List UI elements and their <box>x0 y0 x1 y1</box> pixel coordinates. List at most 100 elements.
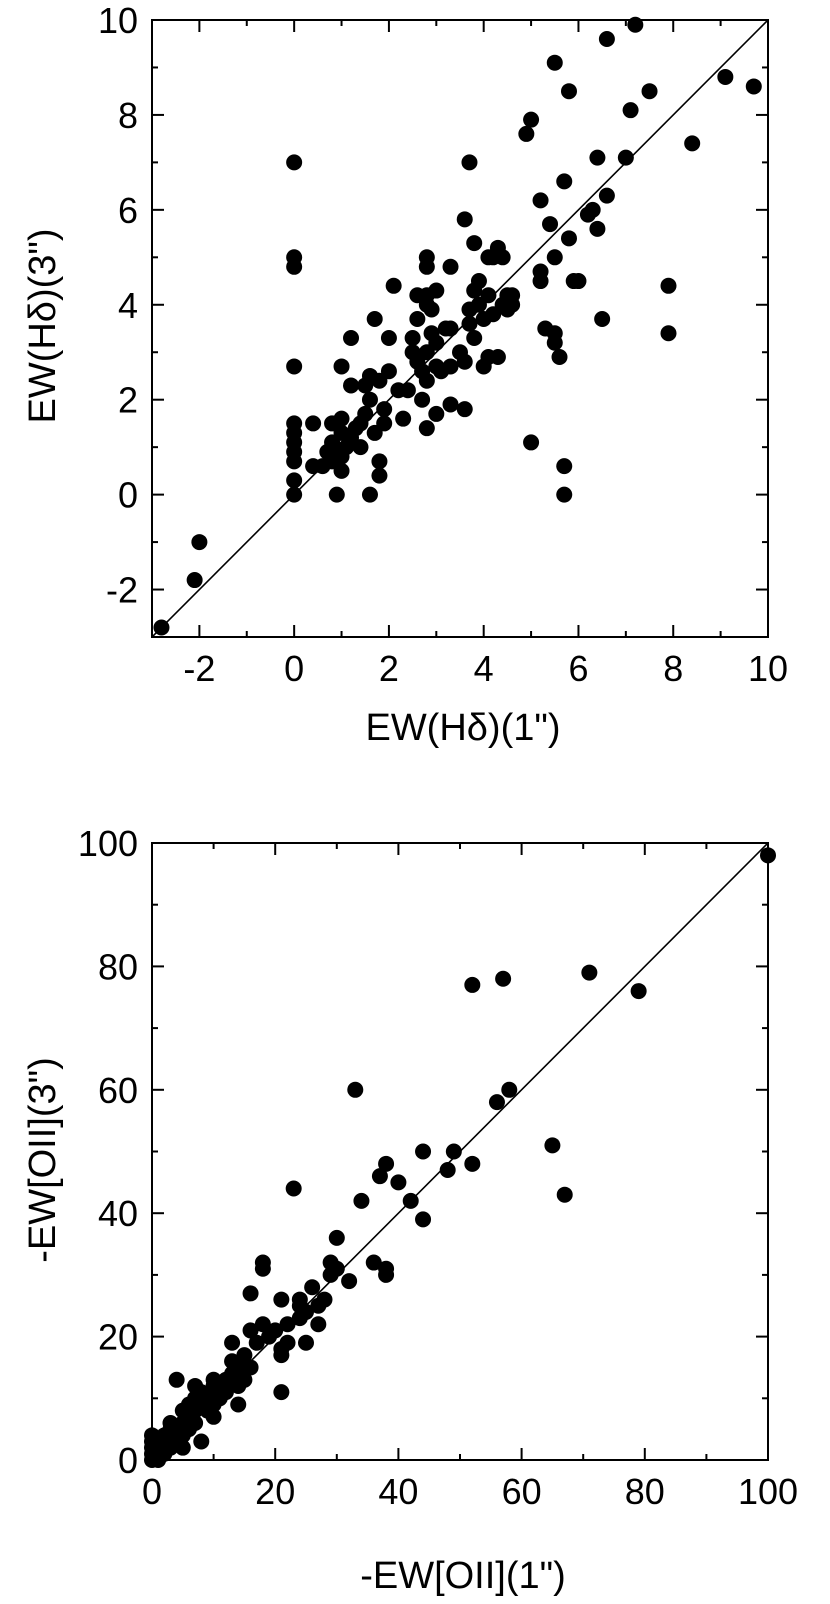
plot-bottom-data-point <box>501 1081 518 1098</box>
plot-top-data-point <box>466 329 483 346</box>
plot-top-data-point <box>376 415 393 432</box>
plot-top-data-point <box>523 111 540 128</box>
plot-top-data-point <box>470 273 487 290</box>
plot-bottom-data-point <box>230 1396 247 1413</box>
scatter-plot-bottom: -EW[OII](3") -EW[OII](1") 0 20 40 60 80 100 0 2… <box>22 823 798 1597</box>
plot-top-data-point <box>598 187 615 204</box>
plot-top-data-point <box>343 377 360 394</box>
plot-top-data-point <box>589 220 606 237</box>
plot-top-data-point <box>532 263 549 280</box>
plot-bottom-data-point <box>371 1168 388 1185</box>
plot-top-data-point <box>456 401 473 418</box>
plot-top-data-point <box>504 287 521 304</box>
plot-bottom-data-point <box>310 1316 327 1333</box>
plot-top-data-point <box>584 201 601 218</box>
scatter-plot-top: EW(Hδ)(3") EW(Hδ)(1") -2 0 2 4 6 8 10 -2 0 2 4 6 8 10 <box>22 0 788 749</box>
plot-top-data-point <box>456 211 473 228</box>
plot-top-data-point <box>598 30 615 47</box>
plot-bottom-data-point <box>254 1316 271 1333</box>
plot-bottom-data-point <box>495 970 512 987</box>
plot-top-data-point <box>560 230 577 247</box>
plot-top-data-point <box>286 486 303 503</box>
plot-top-data-point <box>395 410 412 427</box>
plot-bottom-data-point <box>242 1359 259 1376</box>
plot-bottom-data-point <box>285 1180 302 1197</box>
plot-top-data-point <box>660 325 677 342</box>
plot-top-data-point <box>627 16 644 33</box>
plot-top-frame <box>151 19 769 638</box>
plot-top-data-point <box>418 420 435 437</box>
plot-top-data-point <box>556 173 573 190</box>
plot-top-data-point <box>371 453 388 470</box>
plot-top-data-point <box>546 54 563 71</box>
plot-top-data-point <box>617 149 634 166</box>
plot-top-x-tick-label: 8 <box>663 648 683 689</box>
plot-bottom-data-point <box>304 1279 321 1296</box>
plot-bottom-data-point <box>488 1094 505 1111</box>
plot-bottom-data-point <box>353 1192 370 1209</box>
plot-bottom-x-tick-label: 60 <box>502 1471 542 1512</box>
plot-top-data-point <box>466 235 483 252</box>
plot-bottom-x-tick-label: 80 <box>625 1471 665 1512</box>
plot-bottom-y-tick-label: 100 <box>78 823 138 864</box>
plot-top-data-point <box>660 277 677 294</box>
plot-bottom-data-point <box>544 1137 561 1154</box>
plot-bottom-data-point <box>328 1260 345 1277</box>
plot-bottom-data-point <box>267 1322 284 1339</box>
plot-bottom-x-axis-title: -EW[OII](1") <box>360 1555 566 1597</box>
plot-bottom-data-point <box>298 1334 314 1351</box>
plot-bottom-data-point <box>365 1254 382 1271</box>
plot-bottom-data-point <box>193 1433 210 1450</box>
plot-bottom-data-point <box>205 1408 222 1425</box>
plot-top-x-tick-label: 0 <box>284 648 304 689</box>
plot-top-data-point <box>570 273 587 290</box>
plot-bottom-y-tick-label: 40 <box>98 1193 138 1234</box>
plot-bottom-data-point <box>760 847 776 864</box>
plot-bottom-data-point <box>464 1155 481 1172</box>
plot-bottom-data-point <box>439 1162 456 1179</box>
plot-top-data-point <box>333 410 350 427</box>
plot-top-data-point <box>343 329 360 346</box>
plot-bottom-y-tick-label: 60 <box>98 1070 138 1111</box>
plot-top-data-point <box>428 405 445 422</box>
plot-top-data-point <box>428 334 445 351</box>
plot-top-data-point <box>418 249 435 266</box>
plot-bottom-data-point <box>236 1371 253 1388</box>
plot-top-x-tick-label: 10 <box>748 648 788 689</box>
plot-top-data-point <box>380 329 397 346</box>
plot-top-data-point <box>286 154 303 171</box>
plot-top-data-point <box>423 301 440 318</box>
plot-bottom-y-tick-label: 20 <box>98 1317 138 1358</box>
plot-top-data-point <box>333 358 350 375</box>
plot-top-data-point <box>376 401 393 418</box>
plot-bottom-data-point <box>217 1384 234 1401</box>
plot-bottom-data-point <box>224 1353 241 1370</box>
plot-top-data-point <box>333 462 350 479</box>
plot-top-data-point <box>523 434 540 451</box>
plot-top-data-point <box>546 334 563 351</box>
plot-bottom-data-point <box>415 1143 432 1160</box>
plot-top-data-point <box>286 472 303 489</box>
plot-bottom-x-tick-label: 40 <box>378 1471 418 1512</box>
plot-bottom-data-point <box>168 1371 185 1388</box>
plot-bottom-data-point <box>328 1229 345 1246</box>
plot-top-data-point <box>532 192 549 209</box>
plot-bottom-data-point <box>273 1291 290 1308</box>
plot-top-x-tick-label: 2 <box>379 648 399 689</box>
plot-top-data-point <box>461 154 478 171</box>
plot-top-data-point <box>556 458 573 475</box>
plot-bottom-data-point <box>378 1155 395 1172</box>
plot-top-data-point <box>286 358 303 375</box>
plot-top-x-tick-label: 4 <box>474 648 494 689</box>
plot-top-y-tick-label: 6 <box>118 190 138 231</box>
plot-top-data-point <box>191 534 208 551</box>
plot-top-data-point <box>594 311 611 328</box>
plot-bottom-data-point <box>581 964 598 981</box>
plot-top-data-point <box>480 287 497 304</box>
plot-top-x-axis-title: EW(Hδ)(1") <box>365 707 560 749</box>
plot-bottom-data-point <box>316 1291 333 1308</box>
plot-top-data-point <box>286 415 303 432</box>
plot-bottom-y-tick-label: 0 <box>118 1440 138 1481</box>
plot-bottom-data-point <box>347 1081 364 1098</box>
plot-bottom-data-point <box>445 1143 462 1160</box>
